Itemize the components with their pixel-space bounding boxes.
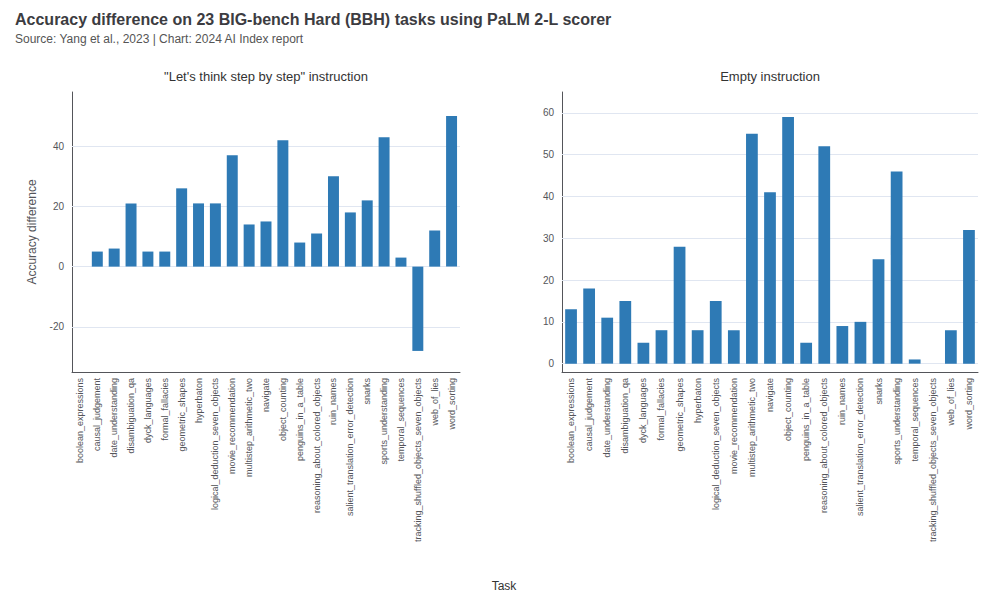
svg-text:temporal_sequences: temporal_sequences — [396, 378, 406, 462]
svg-text:40: 40 — [543, 191, 555, 202]
svg-text:logical_deduction_seven_object: logical_deduction_seven_objects — [210, 378, 220, 511]
svg-text:dyck_languages: dyck_languages — [638, 378, 648, 444]
svg-text:Empty instruction: Empty instruction — [720, 69, 820, 84]
svg-text:movie_recommendation: movie_recommendation — [729, 378, 739, 474]
svg-text:tracking_shuffled_objects_seve: tracking_shuffled_objects_seven_objects — [413, 378, 423, 542]
svg-text:Accuracy difference: Accuracy difference — [25, 179, 39, 284]
svg-text:salient_translation_error_dete: salient_translation_error_detection — [855, 378, 865, 516]
svg-text:formal_fallacies: formal_fallacies — [160, 378, 170, 441]
svg-text:boolean_expressions: boolean_expressions — [75, 378, 85, 464]
svg-text:disambiguation_qa: disambiguation_qa — [620, 378, 630, 454]
svg-text:multistep_arithmetic_two: multistep_arithmetic_two — [747, 378, 757, 477]
svg-text:20: 20 — [543, 275, 555, 286]
svg-text:20: 20 — [53, 201, 65, 212]
svg-text:date_understanding: date_understanding — [602, 378, 612, 458]
svg-text:word_sorting: word_sorting — [447, 378, 457, 431]
svg-text:penguins_in_a_table: penguins_in_a_table — [295, 378, 305, 461]
svg-text:geometric_shapes: geometric_shapes — [675, 378, 685, 452]
svg-text:disambiguation_qa: disambiguation_qa — [126, 378, 136, 454]
svg-text:Task: Task — [492, 579, 518, 593]
svg-text:salient_translation_error_dete: salient_translation_error_detection — [345, 378, 355, 516]
svg-text:navigate: navigate — [765, 378, 775, 412]
svg-text:snarks: snarks — [362, 378, 372, 405]
svg-text:"Let's think step by step" ins: "Let's think step by step" instruction — [164, 69, 368, 84]
svg-text:web_of_lies: web_of_lies — [946, 378, 956, 427]
svg-text:object_counting: object_counting — [278, 378, 288, 441]
svg-text:navigate: navigate — [261, 378, 271, 412]
svg-text:-20: -20 — [50, 321, 65, 332]
svg-text:30: 30 — [543, 233, 555, 244]
svg-text:sports_understanding: sports_understanding — [892, 378, 902, 465]
svg-text:logical_deduction_seven_object: logical_deduction_seven_objects — [711, 378, 721, 511]
svg-text:object_counting: object_counting — [783, 378, 793, 441]
svg-text:ruin_names: ruin_names — [328, 378, 338, 426]
svg-text:boolean_expressions: boolean_expressions — [566, 378, 576, 464]
svg-text:formal_fallacies: formal_fallacies — [656, 378, 666, 441]
svg-text:causal_judgement: causal_judgement — [92, 378, 102, 452]
svg-text:geometric_shapes: geometric_shapes — [177, 378, 187, 452]
svg-text:hyperbaton: hyperbaton — [194, 378, 204, 423]
svg-text:movie_recommendation: movie_recommendation — [227, 378, 237, 474]
svg-text:60: 60 — [543, 107, 555, 118]
svg-text:Accuracy difference on 23 BIG-: Accuracy difference on 23 BIG-bench Hard… — [15, 11, 611, 28]
svg-text:Source: Yang et al., 2023 | Ch: Source: Yang et al., 2023 | Chart: 2024 … — [15, 32, 304, 46]
svg-text:multistep_arithmetic_two: multistep_arithmetic_two — [244, 378, 254, 477]
svg-text:snarks: snarks — [874, 378, 884, 405]
svg-text:penguins_in_a_table: penguins_in_a_table — [801, 378, 811, 461]
svg-text:causal_judgement: causal_judgement — [584, 378, 594, 452]
svg-text:web_of_lies: web_of_lies — [430, 378, 440, 427]
svg-text:date_understanding: date_understanding — [109, 378, 119, 458]
svg-text:reasoning_about_colored_object: reasoning_about_colored_objects — [312, 378, 322, 514]
svg-text:0: 0 — [548, 358, 554, 369]
svg-text:50: 50 — [543, 149, 555, 160]
svg-text:sports_understanding: sports_understanding — [379, 378, 389, 465]
svg-text:reasoning_about_colored_object: reasoning_about_colored_objects — [819, 378, 829, 514]
svg-text:40: 40 — [53, 141, 65, 152]
svg-text:word_sorting: word_sorting — [964, 378, 974, 431]
svg-text:temporal_sequences: temporal_sequences — [910, 378, 920, 462]
svg-text:hyperbaton: hyperbaton — [693, 378, 703, 423]
svg-text:0: 0 — [58, 261, 64, 272]
svg-text:ruin_names: ruin_names — [837, 378, 847, 426]
svg-text:10: 10 — [543, 316, 555, 327]
svg-text:tracking_shuffled_objects_seve: tracking_shuffled_objects_seven_objects — [928, 378, 938, 542]
svg-text:dyck_languages: dyck_languages — [143, 378, 153, 444]
